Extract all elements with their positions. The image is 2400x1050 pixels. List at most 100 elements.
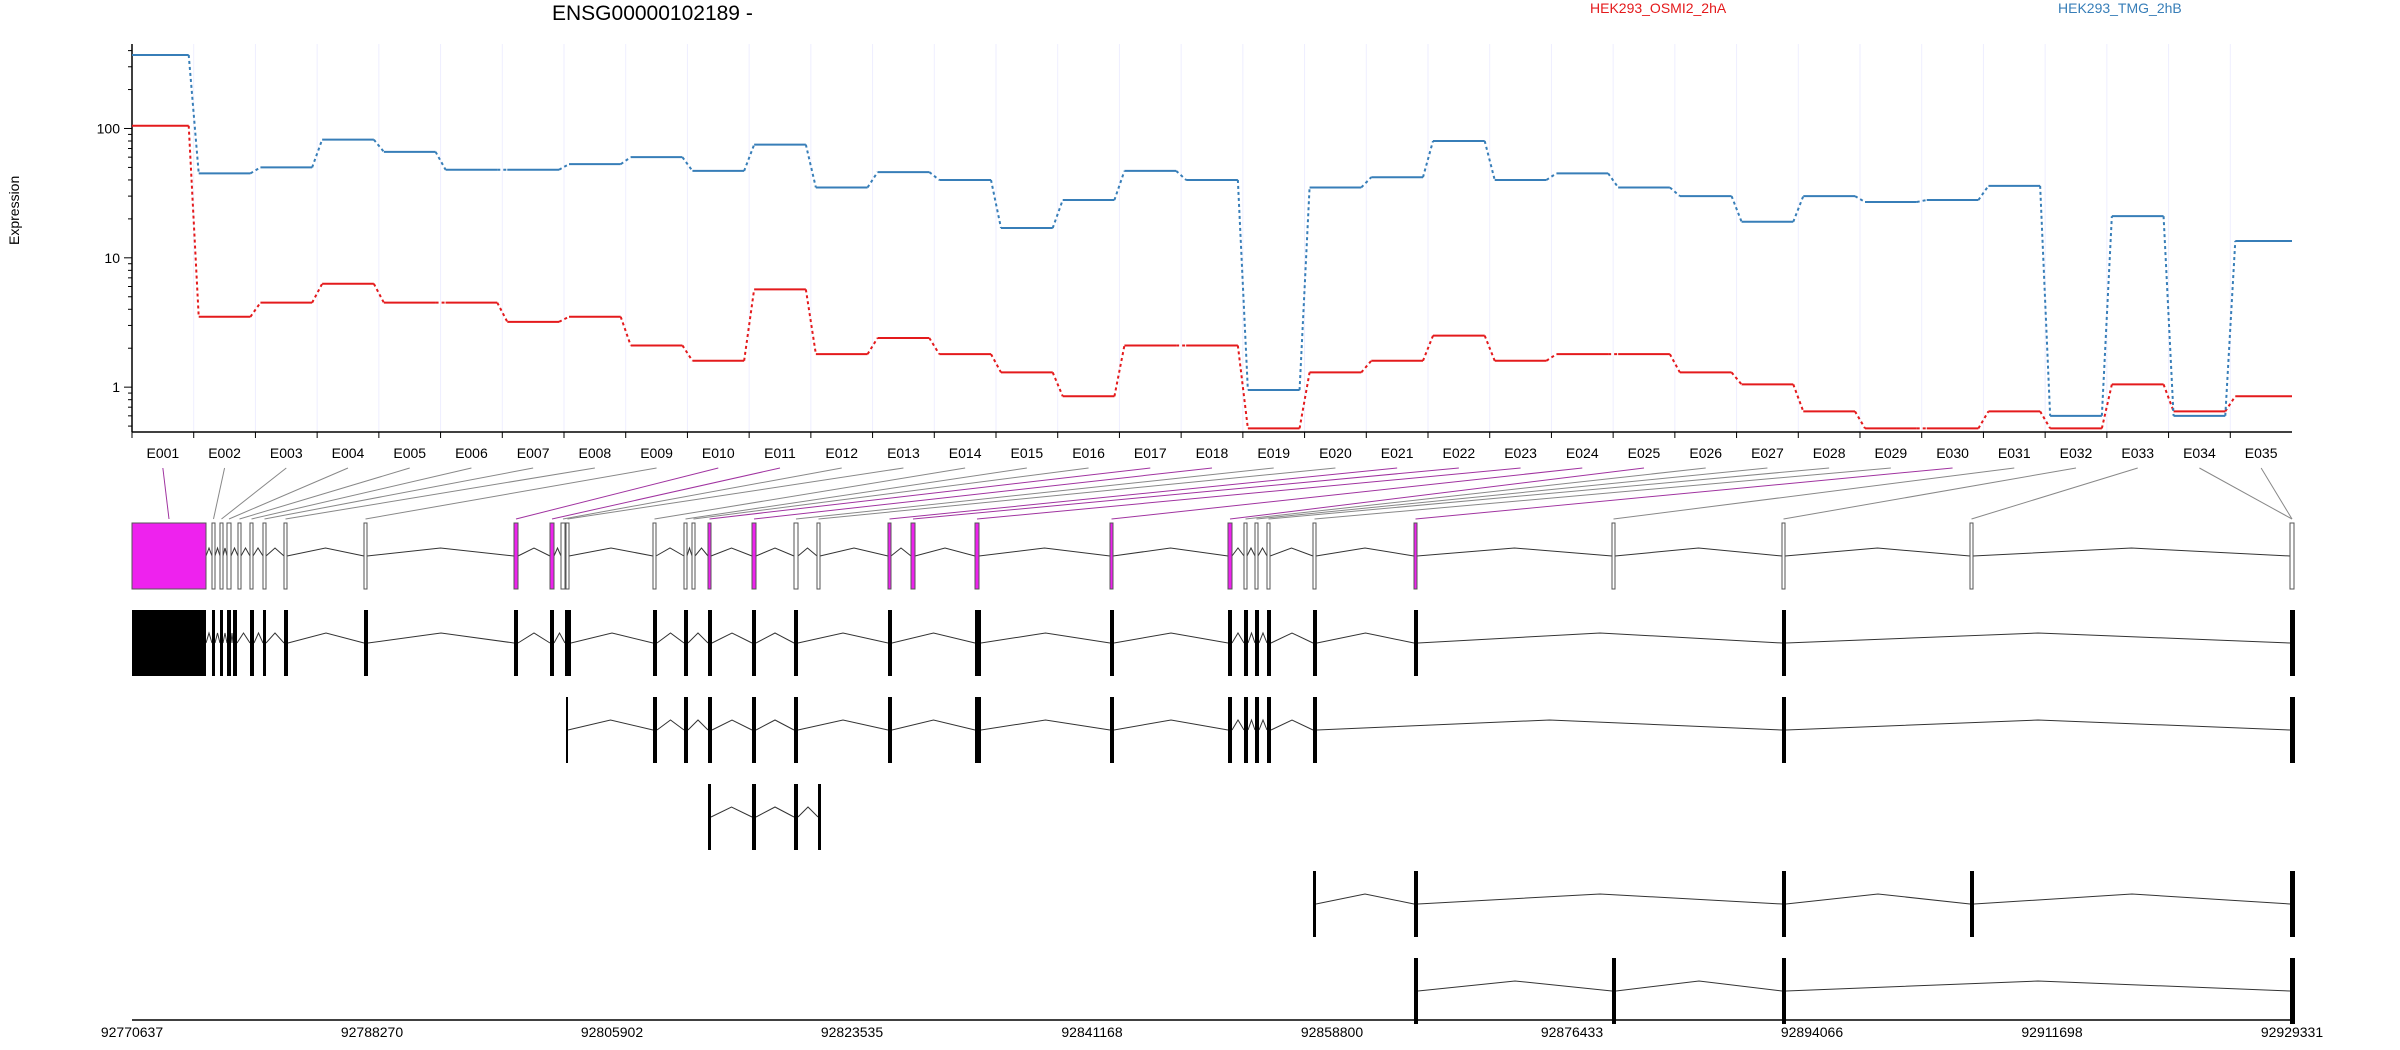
x-tick-label: E002 (208, 445, 241, 461)
x-tick-label: E022 (1443, 445, 1476, 461)
x-tick-label: E010 (702, 445, 735, 461)
transcript-intron (254, 633, 263, 643)
exon-block (2290, 523, 2294, 589)
x-tick-label: E033 (2121, 445, 2154, 461)
intron-line (656, 548, 684, 556)
exon-connector (1784, 468, 2077, 519)
transcript-intron (1786, 894, 1970, 904)
x-tick-label: E018 (1196, 445, 1229, 461)
transcript-intron (756, 633, 794, 643)
intron-line (1270, 548, 1313, 556)
transcript-intron (1317, 633, 1414, 643)
transcript-intron (1786, 633, 2290, 643)
transcript-intron (1114, 633, 1228, 643)
transcript-1-exon (132, 610, 206, 676)
transcript-1-exon (975, 610, 981, 676)
intron-line (1258, 548, 1267, 556)
exon-block (1782, 523, 1785, 589)
genomic-tick-label: 92805902 (581, 1024, 644, 1040)
intron-line (1247, 548, 1255, 556)
genomic-tick-label: 92876433 (1541, 1024, 1604, 1040)
genomic-tick-label: 92911698 (2021, 1024, 2082, 1040)
genomic-tick-label: 92929331 (2261, 1024, 2324, 1040)
exon-block (653, 523, 656, 589)
transcript-3-exon (708, 784, 711, 850)
transcript-intron (798, 720, 888, 730)
transcript-intron (368, 633, 514, 643)
exon-block (1110, 523, 1113, 589)
x-tick-label: E024 (1566, 445, 1599, 461)
transcript-2-exon (1267, 697, 1271, 763)
transcript-1-exon (1228, 610, 1232, 676)
transcript-2-exon (1313, 697, 1317, 763)
transcript-intron (1271, 720, 1313, 730)
transcript-intron (231, 633, 233, 643)
intron-line (266, 548, 284, 556)
transcript-intron (1114, 720, 1228, 730)
transcript-1-exon (364, 610, 368, 676)
intron-line (1615, 548, 1782, 556)
exon-block (220, 523, 223, 589)
exon-block (1414, 523, 1417, 589)
transcript-2-exon (566, 697, 568, 763)
transcript-1-exon (653, 610, 657, 676)
intron-line (756, 548, 794, 556)
exon-block (708, 523, 711, 589)
transcript-4-exon (1970, 871, 1974, 937)
exon-connector (819, 468, 1336, 519)
intron-line (695, 548, 708, 556)
intron-line (206, 548, 212, 556)
x-tick-label: E011 (764, 445, 796, 461)
transcript-2-exon (2290, 697, 2295, 763)
transcript-2-exon (1782, 697, 1786, 763)
transcript-2-exon (975, 697, 981, 763)
transcript-4-exon (1414, 871, 1418, 937)
exon-block (550, 523, 554, 589)
transcript-intron (981, 633, 1110, 643)
exon-block (514, 523, 518, 589)
genomic-tick-label: 92788270 (341, 1024, 404, 1040)
transcript-intron (892, 720, 975, 730)
transcript-1-exon (565, 610, 571, 676)
transcript-intron (756, 807, 794, 817)
exon-block (1612, 523, 1615, 589)
transcript-4-exon (1782, 871, 1786, 937)
transcript-intron (688, 720, 708, 730)
exon-connector (265, 468, 534, 519)
transcript-5-exon (1612, 958, 1616, 1024)
exon-connector (796, 468, 1274, 519)
y-tick-label: 1 (112, 379, 120, 395)
exon-block (250, 523, 253, 589)
transcript-intron (1316, 894, 1414, 904)
x-tick-label: E012 (825, 445, 858, 461)
x-tick-label: E014 (949, 445, 982, 461)
transcript-intron (206, 633, 212, 643)
transcript-3-exon (794, 784, 798, 850)
transcript-intron (981, 720, 1110, 730)
transcript-1-exon (684, 610, 688, 676)
transcript-intron (892, 633, 975, 643)
exon-block (263, 523, 266, 589)
transcript-intron (657, 633, 684, 643)
intron-line (915, 548, 975, 556)
transcript-1-exon (514, 610, 518, 676)
transcript-2-exon (1228, 697, 1232, 763)
x-tick-label: E017 (1134, 445, 1167, 461)
exon-connector (1614, 468, 2015, 519)
intron-line (1316, 548, 1414, 556)
transcript-1-exon (2290, 610, 2295, 676)
transcript-1-exon (1267, 610, 1271, 676)
x-tick-label: E003 (270, 445, 303, 461)
intron-line (1113, 548, 1228, 556)
genomic-tick-label: 92858800 (1301, 1024, 1364, 1040)
transcript-1-exon (284, 610, 288, 676)
intron-line (1232, 548, 1244, 556)
transcript-intron (1786, 981, 2290, 991)
x-tick-label: E008 (579, 445, 612, 461)
transcript-intron (798, 633, 888, 643)
exon-block (1228, 523, 1232, 589)
exon-block (684, 523, 687, 589)
exon-connector (163, 468, 169, 519)
transcript-1-exon (888, 610, 892, 676)
x-tick-label: E034 (2183, 445, 2216, 461)
